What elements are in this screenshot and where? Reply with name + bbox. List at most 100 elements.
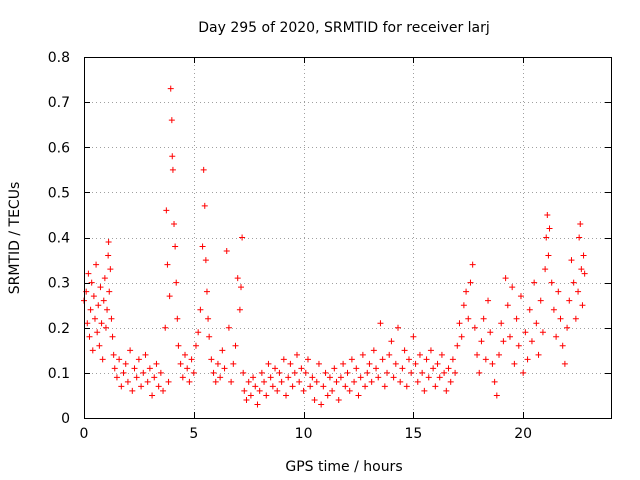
- data-point: [346, 387, 353, 394]
- data-point: [258, 369, 265, 376]
- data-point: [87, 306, 94, 313]
- data-point: [539, 329, 546, 336]
- data-point: [469, 261, 476, 268]
- data-point: [238, 284, 245, 291]
- data-point: [129, 387, 136, 394]
- data-point: [214, 360, 221, 367]
- y-tick-label: 0.2: [48, 321, 70, 337]
- data-point: [362, 383, 369, 390]
- data-point: [368, 378, 375, 385]
- x-tick-label: 20: [514, 426, 532, 442]
- data-point: [274, 387, 281, 394]
- data-point: [333, 378, 340, 385]
- data-point: [315, 360, 322, 367]
- data-point: [364, 369, 371, 376]
- data-point: [416, 351, 423, 358]
- data-point: [498, 320, 505, 327]
- data-point: [513, 315, 520, 322]
- data-point: [576, 234, 583, 241]
- data-point: [105, 239, 112, 246]
- data-point: [520, 369, 527, 376]
- data-point: [300, 387, 307, 394]
- data-point: [395, 324, 402, 331]
- y-tick-label: 0.3: [48, 276, 70, 292]
- data-point: [544, 211, 551, 218]
- data-point: [348, 356, 355, 363]
- data-point: [580, 252, 587, 259]
- data-point: [568, 257, 575, 264]
- x-tick-labels: 0 5 10 15 20: [80, 426, 533, 442]
- data-point: [146, 365, 153, 372]
- grid: [84, 57, 611, 418]
- data-point: [375, 374, 382, 381]
- data-point: [276, 369, 283, 376]
- data-point: [509, 284, 516, 291]
- data-point: [377, 320, 384, 327]
- data-point: [135, 356, 142, 363]
- data-point: [465, 315, 472, 322]
- data-point: [487, 329, 494, 336]
- y-tick-label: 0.7: [48, 95, 70, 111]
- data-point: [230, 360, 237, 367]
- data-point: [287, 360, 294, 367]
- data-point: [331, 365, 338, 372]
- data-point: [269, 383, 276, 390]
- data-point: [118, 383, 125, 390]
- data-point: [206, 333, 213, 340]
- data-point: [190, 369, 197, 376]
- data-point: [381, 383, 388, 390]
- y-tick-label: 0.6: [48, 140, 70, 156]
- data-point: [320, 383, 327, 390]
- data-point: [570, 279, 577, 286]
- y-tick-label: 0.8: [48, 50, 70, 66]
- data-point: [86, 333, 93, 340]
- data-point: [205, 315, 212, 322]
- data-point: [506, 333, 513, 340]
- data-point: [195, 329, 202, 336]
- data-point: [165, 378, 172, 385]
- data-point: [168, 117, 175, 124]
- data-point: [359, 351, 366, 358]
- data-point: [517, 293, 524, 300]
- data-point: [174, 315, 181, 322]
- data-point: [478, 338, 485, 345]
- data-point: [122, 360, 129, 367]
- data-point: [280, 356, 287, 363]
- data-point: [526, 306, 533, 313]
- data-point: [581, 270, 588, 277]
- data-point: [436, 374, 443, 381]
- x-tick-label: 10: [295, 426, 313, 442]
- data-point: [476, 369, 483, 376]
- data-point: [340, 360, 347, 367]
- data-point: [335, 396, 342, 403]
- data-point: [171, 220, 178, 227]
- data-point: [105, 252, 112, 259]
- data-point: [386, 351, 393, 358]
- data-series: [81, 85, 588, 408]
- data-point: [559, 342, 566, 349]
- data-point: [528, 338, 535, 345]
- data-point: [219, 347, 226, 354]
- data-point: [344, 369, 351, 376]
- data-point: [223, 248, 230, 255]
- data-point: [104, 306, 111, 313]
- data-point: [379, 356, 386, 363]
- data-point: [427, 347, 434, 354]
- data-point: [577, 220, 584, 227]
- data-point: [133, 374, 140, 381]
- data-point: [175, 342, 182, 349]
- data-point: [322, 369, 329, 376]
- data-point: [91, 315, 98, 322]
- data-point: [98, 320, 105, 327]
- data-point: [200, 166, 207, 173]
- data-point: [351, 378, 358, 385]
- data-point: [480, 315, 487, 322]
- data-point: [250, 374, 257, 381]
- data-point: [164, 261, 171, 268]
- data-point: [474, 351, 481, 358]
- data-point: [502, 275, 509, 282]
- data-point: [412, 360, 419, 367]
- data-point: [388, 338, 395, 345]
- data-point: [157, 369, 164, 376]
- y-tick-label: 0.5: [48, 185, 70, 201]
